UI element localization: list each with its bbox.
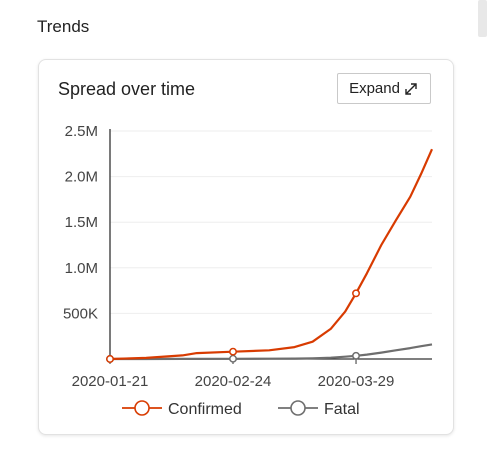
legend-label-fatal: Fatal <box>324 401 360 418</box>
scrollbar[interactable] <box>478 0 487 37</box>
trends-card: Spread over time Expand <box>38 59 454 435</box>
legend-label-confirmed: Confirmed <box>168 401 242 418</box>
data-point-confirmed <box>106 355 114 363</box>
y-tick-label: 1.0M <box>65 260 98 277</box>
y-tick-label: 500K <box>63 305 98 322</box>
expand-label: Expand <box>349 80 400 97</box>
card-title: Spread over time <box>58 79 196 99</box>
legend-marker-fatal <box>290 400 306 416</box>
section-title: Trends <box>37 17 90 36</box>
series-line-confirmed <box>109 148 434 361</box>
expand-button[interactable]: Expand <box>337 73 431 104</box>
x-tick-label: 2020-03-29 <box>318 373 395 390</box>
x-tick-label: 2020-02-24 <box>195 373 272 390</box>
data-point-fatal <box>352 351 360 360</box>
data-point-confirmed <box>229 347 237 356</box>
y-tick-label: 2.5M <box>65 123 98 140</box>
data-point-confirmed <box>352 289 360 298</box>
legend-marker-confirmed <box>134 400 150 416</box>
series-line-fatal <box>110 343 433 361</box>
x-tick-label: 2020-01-21 <box>72 373 149 390</box>
y-tick-label: 2.0M <box>65 169 98 186</box>
expand-arrows-icon <box>403 81 419 97</box>
y-tick-label: 1.5M <box>65 214 98 231</box>
data-point-fatal <box>229 354 237 363</box>
